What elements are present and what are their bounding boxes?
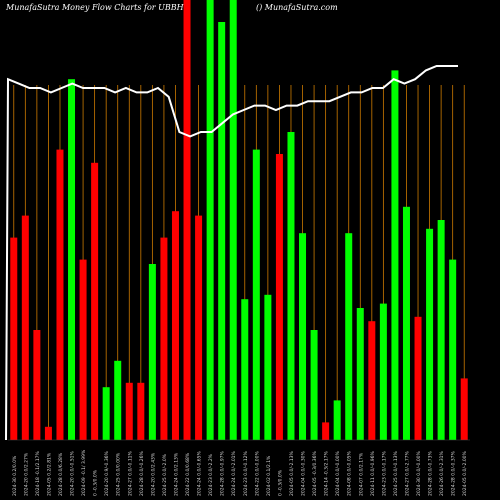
x-tick-label: 2024-14 -0.3/2.17% (324, 450, 330, 496)
x-tick-label: 2024-25 0.0/-2.0% (162, 453, 168, 496)
bar (56, 149, 64, 440)
bar (379, 303, 387, 440)
bar (414, 316, 422, 440)
x-tick-label: 2024-23 0.0/-0.17% (381, 450, 387, 496)
x-tick-label: 2024-04 0.0/-0.00% (335, 450, 341, 496)
bar (449, 259, 457, 440)
x-tick-label: 2024-22 0.0/-0.00% (254, 450, 260, 496)
x-tick-label: 2024-20 0.9/-0.36% (104, 450, 110, 496)
bar (79, 259, 87, 440)
x-tick-label: 2024-18 -0.1/2.17% (35, 450, 41, 496)
bar (391, 70, 399, 441)
x-tick-label: 2024-23 0.0/-0.12% (243, 450, 249, 496)
bar (333, 400, 341, 440)
bar (287, 132, 295, 440)
x-tick-label: 2024-05 0.0/-2.00% (462, 450, 468, 496)
x-tick-label: 2024-05 0.0/-2.13% (289, 450, 295, 496)
chart-title: MunafaSutra Money Flow Charts for UBBH (6, 3, 184, 12)
x-tick-label: 0 -0.3/0.0% (277, 469, 283, 496)
x-tick-label: 2024-07 0.0/2.17% (358, 452, 364, 496)
x-tick-label: 2024-26 0.0/-2.31% (439, 450, 445, 496)
x-tick-label: 2024-24 0.0/-0.65% (197, 450, 203, 496)
bar (21, 215, 29, 440)
bar (437, 220, 445, 440)
bar (460, 378, 468, 440)
x-tick-label: 2024-02 0.1/2.1% (266, 455, 272, 496)
bar (137, 382, 145, 440)
bar (218, 22, 226, 440)
x-tick-label: 2024-23 0.0/-2.2% (208, 453, 214, 496)
money-flow-line (5, 65, 458, 441)
x-tick-label: 2024-11 0.0/-0.96% (370, 450, 376, 496)
x-tick-label: 2024-04 0.0/-0.30% (301, 450, 307, 496)
bar (264, 294, 272, 440)
x-tick-label: 2024-28 0.0/-0.37% (451, 450, 457, 496)
bar (183, 0, 191, 440)
bar (426, 228, 434, 440)
bar (125, 382, 133, 440)
bar (195, 215, 203, 440)
bar (310, 330, 318, 440)
x-tick-label: 2024-24 0.0/2.13% (173, 452, 179, 496)
x-tick-label: 2024-20 0.0/2.43% (150, 452, 156, 496)
bar (10, 237, 18, 440)
x-tick-label: 2024-05 0.2/2.81% (46, 452, 52, 496)
bar (345, 233, 353, 440)
x-tick-label: 2024-05 -0.3/0.36% (312, 450, 318, 496)
bar (275, 154, 283, 440)
bar (171, 211, 179, 440)
bar (252, 149, 260, 440)
x-tick-label: 2024-28 0.0/-0.73% (428, 450, 434, 496)
x-tick-label: 2024-22 0.0/0.68% (185, 452, 191, 496)
x-tick-label: 2024-30 0.2/0.0% (12, 455, 18, 496)
bar (322, 422, 330, 440)
bar (44, 426, 52, 440)
bar (33, 330, 41, 440)
x-tick-label: 0 -0.3/0.0% (93, 469, 99, 496)
x-tick-label: 2024-28 0.0/-0.97% (220, 450, 226, 496)
site-credit: () MunafaSutra.com (256, 3, 338, 12)
x-tick-label: 2024-20 0.0/2.27% (23, 452, 29, 496)
x-tick-label: 2024-09 -0.1/ 3.99% (81, 449, 87, 496)
x-tick-label: 2024-20 0.0/-0.51% (70, 450, 76, 496)
x-tick-label: 2024-25 0.0/0.00% (116, 452, 122, 496)
x-tick-label: 2024-27 0.0/-2.77% (404, 450, 410, 496)
x-tick-label: 2024-28 0.0/-0.26% (139, 450, 145, 496)
bar (206, 0, 214, 440)
bar (68, 79, 76, 440)
bar (241, 299, 249, 440)
x-tick-label: 2024-30 0.0/-0.00% (416, 450, 422, 496)
bar (114, 360, 122, 440)
x-tick-label: 2024-24 0.0/-2.01% (231, 450, 237, 496)
x-tick-label: 2024-28 0.0/6.28% (58, 452, 64, 496)
bar (160, 237, 168, 440)
bar (356, 308, 364, 440)
bar (102, 387, 110, 440)
x-tick-label: 2024-27 0.0/-0.11% (127, 450, 133, 496)
x-tick-label: 2024-08 0.0/-0.05% (347, 450, 353, 496)
bar (148, 264, 156, 440)
x-tick-label: 2024-25 0.0/-0.13% (393, 450, 399, 496)
bar (91, 162, 99, 441)
bar (229, 0, 237, 440)
bar (368, 321, 376, 440)
bar (402, 206, 410, 440)
bar (299, 233, 307, 440)
